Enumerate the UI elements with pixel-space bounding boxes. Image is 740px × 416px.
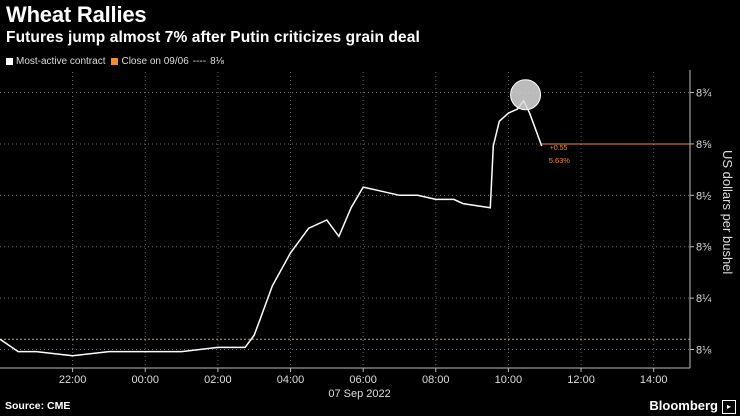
- x-tick-label: 10:00: [495, 374, 523, 386]
- legend-item-close: Close on 09/06 ---- 8⅛: [111, 56, 224, 67]
- x-tick-label: 06:00: [349, 374, 377, 386]
- y-tick-label: 8¾: [696, 88, 712, 100]
- x-tick-label: 04:00: [277, 374, 305, 386]
- chart-title: Wheat Rallies: [6, 2, 147, 27]
- chart-subtitle: Futures jump almost 7% after Putin criti…: [6, 29, 420, 46]
- y-tick-label: 8⅜: [696, 242, 712, 254]
- brand-icon: ▸: [722, 400, 736, 414]
- x-axis: 22:00 00:00 02:00 04:00 06:00 08:00 10:00 12:00…: [0, 367, 690, 400]
- y-tick-label: 8½: [696, 190, 711, 202]
- x-tick-label: 12:00: [567, 374, 595, 386]
- legend-label-close: Close on 09/06: [121, 56, 189, 67]
- y-tick-label: 8⅝: [696, 139, 712, 151]
- legend-close-value: 8⅛: [210, 56, 224, 67]
- change-annotation: +0.55: [550, 145, 568, 152]
- peak-highlight-circle: [510, 79, 542, 111]
- series-line: [0, 99, 543, 357]
- legend-swatch-close: [111, 58, 119, 65]
- x-tick-label: 02:00: [204, 374, 232, 386]
- source-note: Source: CME: [5, 400, 71, 412]
- gridlines: [0, 72, 690, 368]
- chart-annotations: +0.55 5.63%: [510, 79, 690, 165]
- percent-annotation: 5.63%: [549, 156, 571, 165]
- series-group: [0, 99, 543, 357]
- legend-swatch-series: [6, 58, 13, 65]
- x-tick-label: 00:00: [131, 374, 159, 386]
- x-tick-label: 14:00: [640, 374, 668, 386]
- x-date-label: 07 Sep 2022: [328, 388, 390, 400]
- y-axis-label: US dollars per bushel: [720, 150, 735, 275]
- brand-logo: Bloomberg: [649, 398, 718, 413]
- y-axis: 8⅛ 8¼ 8⅜ 8½ 8⅝ 8¾: [689, 70, 712, 368]
- legend-label-series: Most-active contract: [16, 56, 106, 67]
- legend: Most-active contract Close on 09/06 ----…: [6, 56, 230, 67]
- y-tick-label: 8¼: [696, 293, 712, 305]
- x-tick-label: 08:00: [422, 374, 450, 386]
- legend-dash: ----: [192, 56, 207, 67]
- x-tick-label: 22:00: [59, 374, 87, 386]
- legend-item-series: Most-active contract: [6, 56, 105, 67]
- y-tick-label: 8⅛: [696, 345, 712, 357]
